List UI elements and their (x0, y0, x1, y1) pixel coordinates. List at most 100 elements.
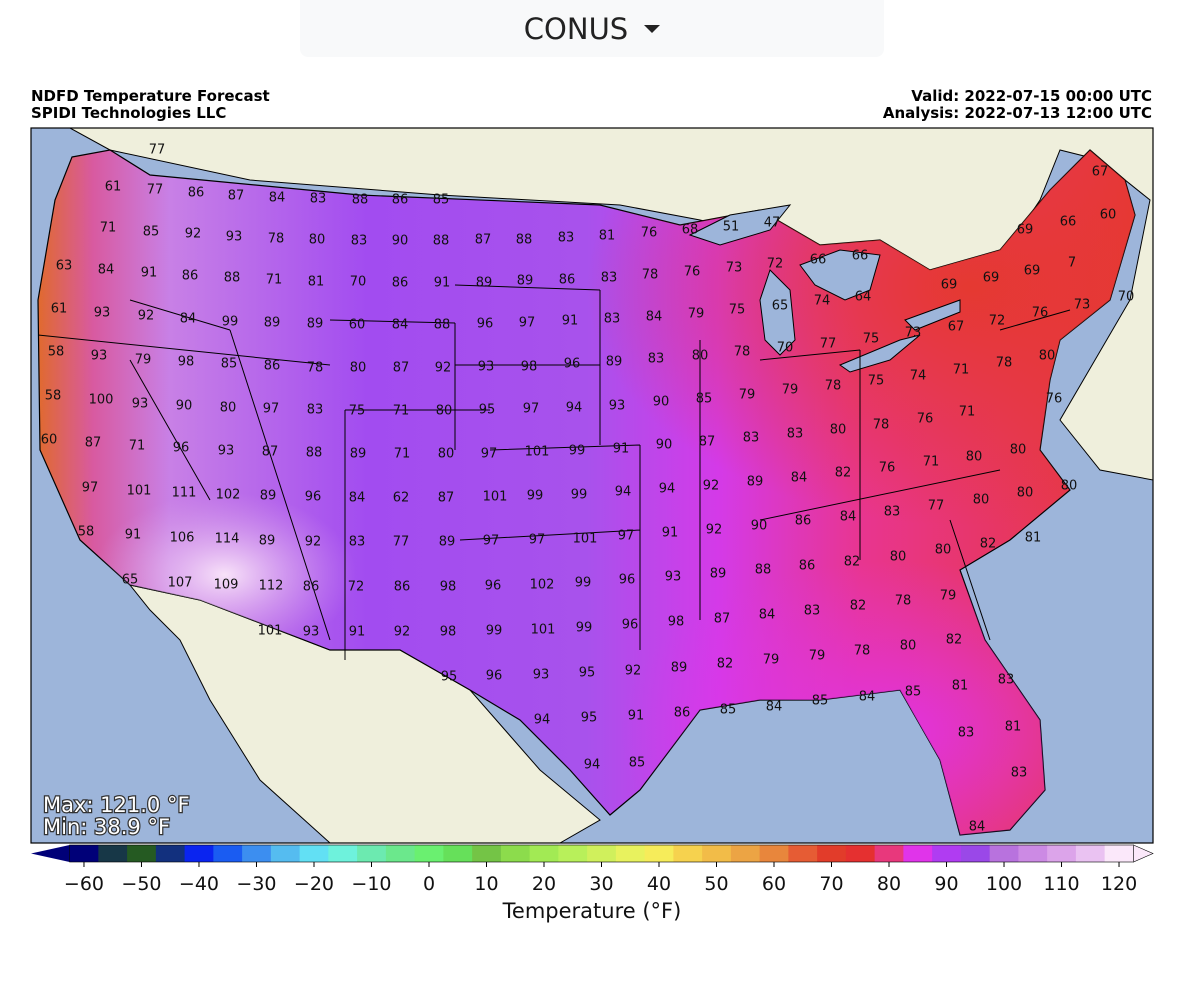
temp-label: 78 (734, 345, 751, 360)
temp-label: 88 (516, 233, 533, 248)
temp-label: 87 (393, 361, 410, 376)
temp-label: 96 (477, 317, 494, 332)
temp-label: 89 (259, 534, 276, 549)
temp-label: 92 (305, 535, 322, 550)
temp-label: 83 (804, 604, 821, 619)
temp-label: 85 (221, 357, 238, 372)
colorbar-tick-label: −20 (294, 873, 334, 895)
temp-label: 87 (85, 436, 102, 451)
color-band (673, 845, 703, 862)
colorbar-tick-label: 120 (1101, 873, 1137, 895)
temp-label: 93 (478, 360, 495, 375)
temp-label: 77 (820, 337, 837, 352)
temp-label: 71 (394, 447, 411, 462)
temp-label: 96 (619, 573, 636, 588)
map-area: 77 61 77 86 87 84 83 88 86 85 71 85 92 93 78 80 83 90 88 87… (31, 128, 1153, 843)
temp-label: 88 (433, 234, 450, 249)
temp-label: 65 (122, 573, 139, 588)
temp-label: 95 (441, 670, 458, 685)
colorbar-tick-label: 110 (1043, 873, 1079, 895)
temp-label: 88 (434, 318, 451, 333)
temp-label: 92 (138, 309, 155, 324)
color-band (213, 845, 243, 862)
temp-label: 83 (884, 505, 901, 520)
temp-label: 47 (764, 216, 781, 231)
temp-label: 84 (840, 510, 857, 525)
temp-label: 84 (180, 312, 197, 327)
temp-label: 96 (622, 618, 639, 633)
temp-label: 94 (659, 482, 676, 497)
temp-label: 88 (755, 563, 772, 578)
temp-label: 71 (923, 455, 940, 470)
color-band (69, 845, 99, 862)
temp-label: 80 (1061, 479, 1078, 494)
temp-label: 114 (215, 532, 240, 547)
temp-label: 75 (349, 404, 366, 419)
region-dropdown[interactable]: CONUS (300, 0, 884, 57)
color-band (558, 845, 588, 862)
temp-label: 73 (905, 326, 922, 341)
temp-label: 89 (439, 535, 456, 550)
temp-label: 71 (100, 221, 117, 236)
temp-label: 80 (309, 233, 326, 248)
temp-label: 84 (969, 820, 986, 835)
temp-label: 58 (45, 389, 62, 404)
temp-label: 89 (350, 447, 367, 462)
colorbar-tick-label: 60 (762, 873, 786, 895)
color-band (587, 845, 617, 862)
temp-label: 58 (48, 345, 65, 360)
temp-label: 79 (763, 653, 780, 668)
temp-label: 101 (483, 490, 508, 505)
temp-label: 84 (392, 318, 409, 333)
temp-label: 88 (306, 446, 323, 461)
temp-label: 78 (268, 232, 285, 247)
temp-label: 80 (220, 401, 237, 416)
temp-label: 93 (533, 668, 550, 683)
min-temp: Min: 38.9 °F (43, 815, 170, 839)
temp-label: 97 (618, 529, 635, 544)
colorbar-tick-label: 0 (423, 873, 435, 895)
temp-label: 66 (1060, 215, 1077, 230)
temp-label: 86 (559, 273, 576, 288)
temp-label: 78 (895, 594, 912, 609)
color-band (817, 845, 847, 862)
state-borders (37, 284, 1071, 660)
color-band (1018, 845, 1048, 862)
temp-label: 76 (684, 265, 701, 280)
temp-label: 77 (928, 499, 945, 514)
temp-label: 82 (835, 466, 852, 481)
color-band (702, 845, 732, 862)
southeast-magenta (38, 150, 1135, 835)
temp-label: 98 (668, 615, 685, 630)
temp-label: 95 (581, 711, 598, 726)
temp-label: 83 (787, 427, 804, 442)
temp-label: 76 (879, 461, 896, 476)
colorbar-tick-label: 50 (704, 873, 728, 895)
temp-label: 84 (269, 191, 286, 206)
temp-label: 62 (393, 491, 410, 506)
temp-label: 79 (739, 388, 756, 403)
temp-label: 80 (692, 349, 709, 364)
temp-label: 91 (141, 266, 158, 281)
temp-label: 60 (41, 433, 58, 448)
temp-label: 90 (176, 399, 193, 414)
temp-label: 85 (905, 685, 922, 700)
temp-label: 80 (966, 450, 983, 465)
temp-label: 91 (562, 314, 579, 329)
temp-label: 96 (486, 669, 503, 684)
temp-label: 83 (558, 231, 575, 246)
colorbar-label: Temperature (°F) (502, 899, 682, 923)
temp-label: 102 (530, 578, 555, 593)
temp-label: 95 (579, 666, 596, 681)
temp-label: 89 (606, 355, 623, 370)
temp-label: 82 (717, 657, 734, 672)
temp-label: 79 (782, 383, 799, 398)
temp-label: 78 (825, 379, 842, 394)
temp-label: 81 (1005, 720, 1022, 735)
temp-label: 85 (696, 392, 713, 407)
analysis-time: Analysis: 2022-07-13 12:00 UTC (883, 104, 1152, 122)
temp-label: 86 (799, 559, 816, 574)
temp-label: 95 (479, 403, 496, 418)
temp-label: 74 (814, 294, 831, 309)
